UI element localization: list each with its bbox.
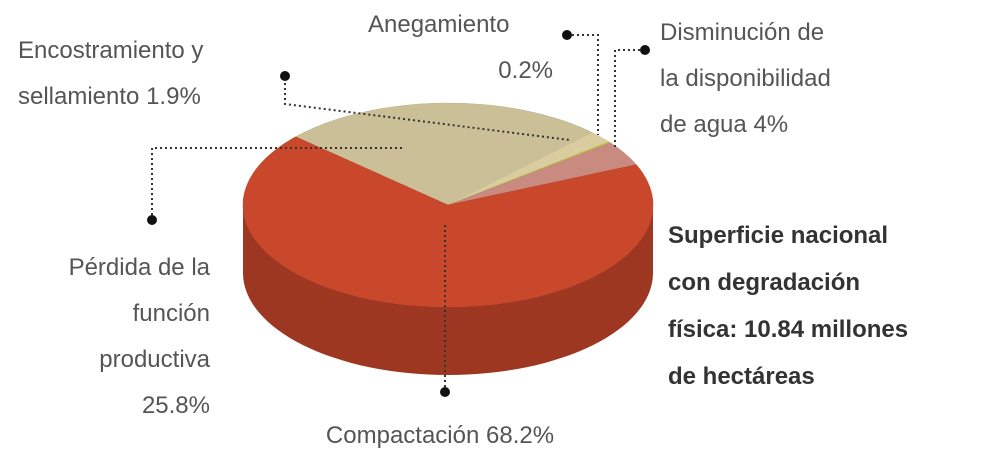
value-label: 0.2% [498,57,553,84]
leader-line [151,147,405,220]
pie-slice [295,102,593,206]
value-label: 1.9% [146,83,201,110]
annotation-line: de hectáreas [668,363,815,390]
category-label: Disminución de la disponibilidad de agua [660,19,831,138]
leader-dot [147,215,157,225]
leader-lines [147,30,650,397]
leader-line [284,78,571,141]
category-label: Encostramiento y sellamiento [18,37,204,110]
pie-slice [242,136,654,308]
category-label: Anegamiento [368,11,510,38]
value-label: 4% [753,111,789,138]
leader-dot [562,30,572,40]
pie-slice-side [243,205,653,375]
pie-sides [243,205,653,375]
value-label: 68.2% [486,422,555,449]
category-label: Compactación [325,422,480,449]
annotation-line: física: 10.84 millones [668,316,909,343]
leader-dot [440,387,450,397]
leader-line [567,34,599,135]
slice-label: Encostramiento y sellamiento 1.9% [18,28,273,120]
value-label: 25.8% [141,392,210,419]
slice-label: Disminución de la disponibilidad de agua… [660,10,848,148]
annotation-line: con degradación [668,269,861,296]
pie-top [242,102,654,308]
leader-dot [280,71,290,81]
slice-label: Anegamiento 0.2% [368,2,553,94]
annotation: Superficie nacional con degradación física… [668,212,908,400]
slice-label: Compactación 68.2% [240,413,640,452]
annotation-line: Superficie nacional [668,222,889,249]
leader-line [614,49,645,148]
category-label: Pérdida de la función productiva [68,254,210,373]
slice-label: Pérdida de la función productiva 25.8% [50,245,210,429]
leader-dot [640,45,650,55]
